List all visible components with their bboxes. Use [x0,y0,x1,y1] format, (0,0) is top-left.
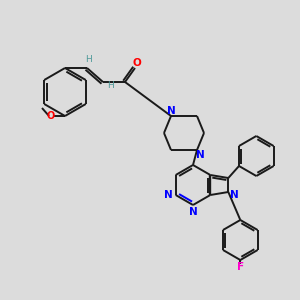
Text: O: O [133,58,141,68]
Text: F: F [237,262,244,272]
Text: O: O [47,111,55,121]
Text: N: N [167,106,176,116]
Text: N: N [230,190,239,200]
Text: N: N [196,150,204,160]
Text: H: H [106,80,113,89]
Text: H: H [85,56,92,64]
Text: N: N [189,207,197,217]
Text: N: N [164,190,173,200]
